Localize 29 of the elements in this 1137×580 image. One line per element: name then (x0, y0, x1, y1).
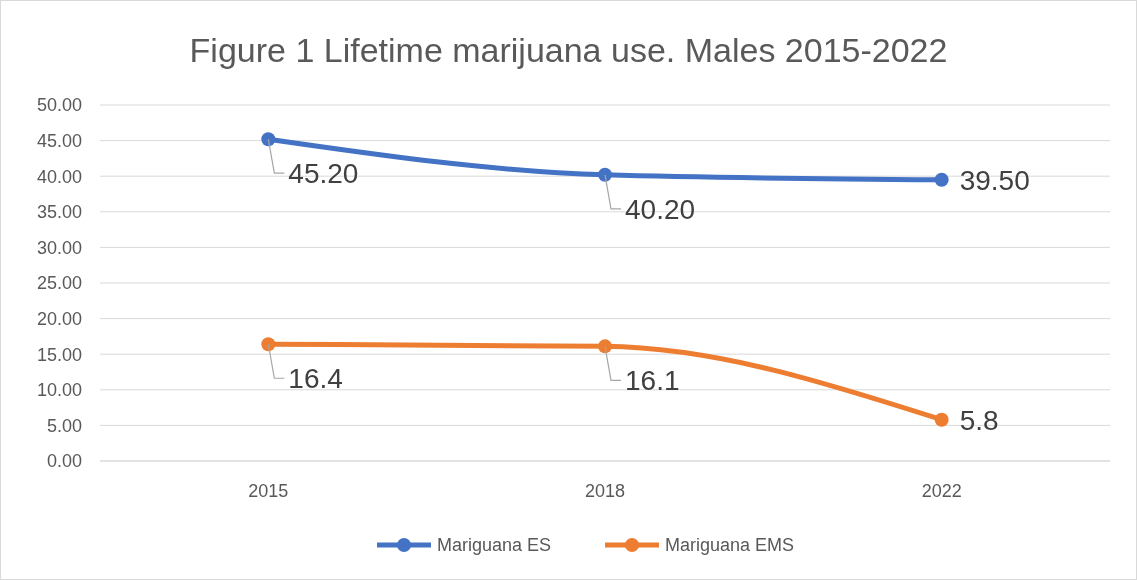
point (598, 167, 612, 182)
x-tick-label: 2022 (921, 481, 962, 501)
data-label: 39.50 (959, 164, 1030, 196)
legend-label: Mariguana ES (437, 535, 552, 556)
data-label: 45.20 (288, 158, 359, 190)
y-tick-label: 0.00 (46, 451, 82, 472)
y-tick-label: 35.00 (36, 202, 82, 223)
y-tick-label: 40.00 (36, 166, 82, 187)
point (934, 412, 949, 427)
y-tick-label: 25.00 (36, 273, 82, 294)
chart-title: Figure 1 Lifetime marijuana use. Males 2015-2022 (189, 31, 948, 69)
data-label: 5.8 (959, 404, 999, 436)
y-tick-label: 20.00 (36, 308, 82, 329)
y-tick-label: 15.00 (36, 344, 82, 365)
y-tick-label: 10.00 (36, 380, 82, 401)
point (934, 172, 949, 187)
point (598, 339, 612, 354)
data-label: 16.4 (288, 363, 343, 395)
y-tick-label: 50.00 (36, 95, 82, 116)
data-label: 40.20 (625, 193, 696, 225)
legend-label: Mariguana EMS (665, 535, 795, 556)
data-label: 16.1 (625, 365, 680, 397)
x-tick-label: 2015 (248, 481, 289, 501)
point (261, 337, 276, 352)
y-tick-label: 30.00 (36, 237, 82, 258)
y-tick-label: 45.00 (36, 130, 82, 151)
y-tick-label: 5.00 (46, 415, 82, 436)
x-tick-label: 2018 (584, 481, 626, 501)
point (261, 132, 276, 147)
